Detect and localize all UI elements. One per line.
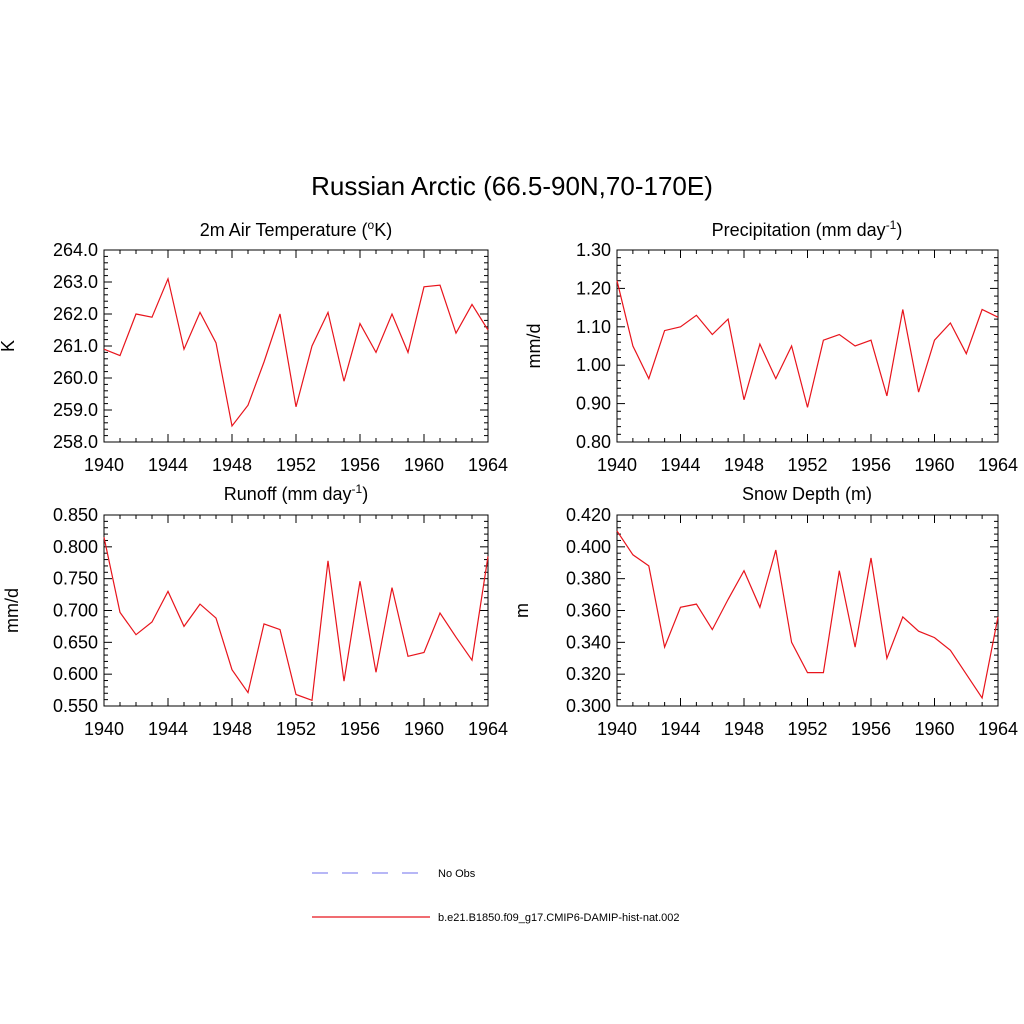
y-tick-label: 0.340	[566, 632, 611, 652]
panel-title: Precipitation (mm day-1)	[712, 218, 903, 240]
x-tick-label: 1948	[212, 719, 252, 739]
y-tick-label: 0.550	[53, 696, 98, 716]
panel-title-superscript: o	[368, 218, 375, 232]
x-tick-label: 1960	[404, 455, 444, 475]
y-tick-label: 0.300	[566, 696, 611, 716]
y-tick-label: 0.320	[566, 664, 611, 684]
x-tick-label: 1960	[914, 719, 954, 739]
x-tick-label: 1940	[84, 455, 124, 475]
y-tick-label: 0.420	[566, 505, 611, 525]
x-tick-label: 1964	[468, 719, 508, 739]
legend: No Obs b.e21.B1850.f09_g17.CMIP6-DAMIP-hi…	[312, 868, 680, 924]
x-tick-label: 1948	[212, 455, 252, 475]
y-tick-label: 1.30	[576, 240, 611, 260]
x-tick-label: 1960	[404, 719, 444, 739]
x-tick-label: 1956	[340, 455, 380, 475]
y-tick-label: 0.380	[566, 569, 611, 589]
panel-title-main: 2m Air Temperature (	[200, 220, 368, 240]
x-tick-label: 1944	[660, 719, 700, 739]
y-tick-label: 0.700	[53, 601, 98, 621]
plot-frame	[103, 514, 489, 707]
panel-title: Runoff (mm day-1)	[224, 482, 368, 504]
y-axis-label: mm/d	[524, 324, 544, 369]
y-tick-label: 264.0	[53, 240, 98, 260]
y-tick-label: 259.0	[53, 400, 98, 420]
x-tick-label: 1956	[851, 455, 891, 475]
x-tick-label: 1964	[978, 719, 1018, 739]
series-line	[616, 530, 999, 700]
x-tick-label: 1956	[851, 719, 891, 739]
y-tick-label: 261.0	[53, 336, 98, 356]
legend-label: b.e21.B1850.f09_g17.CMIP6-DAMIP-hist-nat…	[438, 912, 680, 924]
y-axis-label: K	[0, 340, 18, 352]
x-tick-label: 1956	[340, 719, 380, 739]
plot-frame	[103, 249, 489, 443]
y-tick-label: 0.90	[576, 394, 611, 414]
x-tick-label: 1944	[148, 719, 188, 739]
series-line	[103, 537, 489, 702]
panel-title-end: )	[362, 484, 368, 504]
panel-title-end: )	[896, 220, 902, 240]
chart-panel-3: Runoff (mm day-1) mm/d 0.550 0.600 0.650 0.70…	[2, 482, 508, 739]
x-tick-label: 1964	[978, 455, 1018, 475]
x-tick-label: 1944	[660, 455, 700, 475]
y-tick-label: 258.0	[53, 432, 98, 452]
y-tick-label: 0.850	[53, 505, 98, 525]
y-tick-label: 1.20	[576, 278, 611, 298]
chart-panel-4: Snow Depth (m) m 0.300 0.320 0.340 0.360 0.380…	[512, 484, 1018, 739]
y-tick-label: 1.10	[576, 317, 611, 337]
y-axis-label: m	[512, 603, 532, 618]
x-tick-label: 1952	[787, 719, 827, 739]
panel-title-main: Snow Depth (m)	[742, 484, 872, 504]
y-tick-label: 0.360	[566, 601, 611, 621]
plot-frame	[616, 514, 999, 707]
panel-title-end: K)	[374, 220, 392, 240]
series-line	[103, 276, 489, 428]
panel-title: 2m Air Temperature (oK)	[200, 218, 392, 240]
series-line	[616, 280, 999, 408]
y-tick-label: 262.0	[53, 304, 98, 324]
x-tick-label: 1948	[724, 719, 764, 739]
y-tick-label: 0.800	[53, 537, 98, 557]
panel-title: Snow Depth (m)	[742, 484, 872, 504]
y-tick-label: 0.650	[53, 632, 98, 652]
y-tick-label: 0.80	[576, 432, 611, 452]
chart-panel-2: Precipitation (mm day-1) mm/d 0.80 0.90 1.00…	[524, 218, 1018, 475]
x-tick-label: 1940	[597, 719, 637, 739]
y-tick-label: 263.0	[53, 272, 98, 292]
y-tick-label: 260.0	[53, 368, 98, 388]
x-tick-label: 1940	[84, 719, 124, 739]
x-tick-label: 1960	[914, 455, 954, 475]
panel-title-superscript: -1	[886, 218, 897, 232]
panel-title-main: Precipitation (mm day	[712, 220, 886, 240]
legend-item-1: No Obs	[312, 868, 476, 880]
legend-label: No Obs	[438, 868, 476, 880]
x-tick-label: 1952	[276, 455, 316, 475]
panel-title-superscript: -1	[352, 482, 363, 496]
y-tick-label: 0.600	[53, 664, 98, 684]
chart-panel-1: 2m Air Temperature (oK) K 258.0 259.0 260.0 2…	[0, 218, 508, 475]
panel-title-main: Runoff (mm day	[224, 484, 352, 504]
x-tick-label: 1944	[148, 455, 188, 475]
figure-title: Russian Arctic (66.5-90N,70-170E)	[311, 171, 713, 201]
x-tick-label: 1964	[468, 455, 508, 475]
plot-frame	[616, 249, 999, 443]
y-tick-label: 0.400	[566, 537, 611, 557]
y-tick-label: 1.00	[576, 355, 611, 375]
y-axis-label: mm/d	[2, 588, 22, 633]
x-tick-label: 1952	[787, 455, 827, 475]
y-tick-label: 0.750	[53, 569, 98, 589]
x-tick-label: 1948	[724, 455, 764, 475]
legend-item-2: b.e21.B1850.f09_g17.CMIP6-DAMIP-hist-nat…	[312, 912, 680, 924]
x-tick-label: 1952	[276, 719, 316, 739]
panels-group: 2m Air Temperature (oK) K 258.0 259.0 260.0 2…	[0, 218, 1018, 739]
x-tick-label: 1940	[597, 455, 637, 475]
